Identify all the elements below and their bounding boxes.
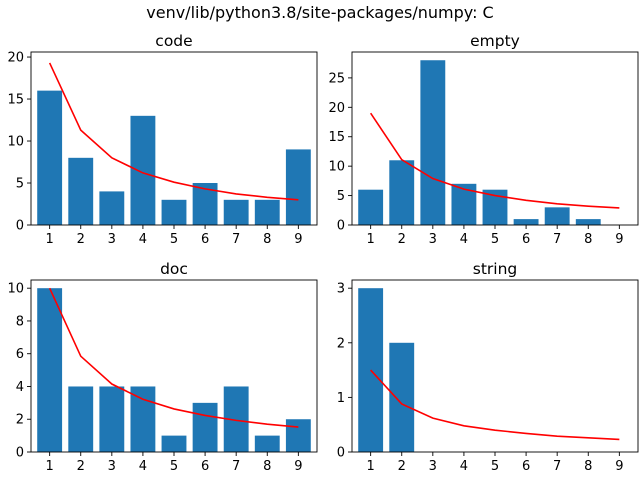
x-tick-label: 8 [263, 459, 271, 474]
bar-8 [254, 199, 280, 225]
x-tick-label: 8 [263, 232, 271, 247]
bar-4 [130, 386, 156, 452]
x-tick-label: 8 [584, 459, 592, 474]
bar-1 [358, 288, 384, 452]
x-tick-label: 2 [77, 459, 85, 474]
bar-1 [37, 288, 63, 452]
y-tick-label: 0 [16, 219, 24, 234]
x-tick-label: 1 [367, 459, 375, 474]
subplot-title: code [155, 32, 192, 50]
bar-1 [358, 189, 384, 225]
y-tick-label: 10 [7, 282, 24, 297]
x-tick-label: 3 [108, 459, 116, 474]
x-tick-label: 9 [615, 232, 623, 247]
x-tick-label: 3 [108, 232, 116, 247]
x-tick-label: 3 [429, 459, 437, 474]
x-tick-label: 5 [491, 232, 499, 247]
x-tick-label: 6 [522, 232, 530, 247]
x-tick-label: 7 [232, 459, 240, 474]
y-tick-label: 20 [7, 51, 24, 66]
bar-5 [161, 199, 187, 225]
bar-9 [285, 419, 311, 452]
bar-4 [451, 183, 477, 225]
y-tick-label: 2 [337, 336, 345, 351]
y-tick-label: 10 [328, 160, 345, 175]
y-tick-label: 20 [328, 101, 345, 116]
trend-line [370, 369, 620, 441]
bar-2 [389, 342, 415, 452]
x-tick-label: 7 [553, 232, 561, 247]
y-tick-label: 2 [16, 413, 24, 428]
x-tick-label: 2 [398, 459, 406, 474]
y-tick-label: 10 [7, 135, 24, 150]
y-tick-label: 8 [16, 314, 24, 329]
y-tick-label: 5 [16, 177, 24, 192]
x-tick-label: 3 [429, 232, 437, 247]
x-tick-label: 7 [553, 459, 561, 474]
trend-line [48, 287, 299, 428]
bar-1 [37, 90, 63, 225]
x-tick-label: 7 [232, 232, 240, 247]
bar-6 [513, 219, 539, 225]
y-tick-label: 1 [337, 391, 345, 406]
bar-3 [420, 60, 446, 225]
y-tick-label: 15 [328, 130, 345, 145]
bar-5 [161, 435, 187, 452]
subplot-string: string 1 2 3 4 5 6 7 8 9 0 1 2 3 [337, 260, 639, 474]
bar-8 [575, 219, 601, 225]
bar-2 [389, 160, 415, 225]
x-tick-label: 5 [491, 459, 499, 474]
subplot-title: doc [160, 260, 188, 278]
subplot-title: string [473, 260, 518, 278]
y-tick-label: 3 [337, 282, 345, 297]
x-tick-label: 2 [398, 232, 406, 247]
x-tick-label: 6 [201, 232, 209, 247]
bar-9 [285, 149, 311, 225]
x-tick-label: 6 [522, 459, 530, 474]
x-tick-label: 2 [77, 232, 85, 247]
x-tick-label: 4 [460, 232, 468, 247]
y-tick-label: 25 [328, 71, 345, 86]
subplot-doc: doc 1 2 3 4 5 6 7 8 9 0 2 4 6 8 10 [7, 260, 318, 474]
trend-line [48, 62, 299, 201]
y-tick-label: 6 [16, 347, 24, 362]
subplot-title: empty [470, 32, 520, 50]
bar-8 [254, 435, 280, 452]
y-tick-label: 15 [7, 93, 24, 108]
x-tick-label: 1 [367, 232, 375, 247]
x-tick-label: 9 [294, 232, 302, 247]
trend-line [369, 112, 620, 209]
bar-2 [68, 157, 94, 225]
x-tick-label: 8 [584, 232, 592, 247]
bar-7 [223, 199, 249, 225]
subplot-empty: empty 1 2 3 4 5 6 7 8 9 0 5 10 15 20 25 [328, 32, 639, 247]
bar-7 [544, 207, 570, 225]
y-tick-label: 5 [337, 189, 345, 204]
x-tick-label: 9 [615, 459, 623, 474]
x-tick-label: 4 [139, 459, 147, 474]
bar-2 [68, 386, 94, 452]
x-tick-label: 4 [139, 232, 147, 247]
x-tick-label: 9 [294, 459, 302, 474]
bar-3 [99, 191, 125, 225]
bar-3 [99, 386, 125, 452]
bar-4 [130, 115, 156, 225]
x-tick-label: 1 [46, 232, 54, 247]
y-tick-label: 0 [337, 446, 345, 461]
x-tick-label: 5 [170, 459, 178, 474]
y-tick-label: 0 [16, 446, 24, 461]
x-tick-label: 5 [170, 232, 178, 247]
y-tick-label: 4 [16, 380, 24, 395]
x-tick-label: 4 [460, 459, 468, 474]
figure-title: venv/lib/python3.8/site-packages/numpy: … [146, 3, 493, 22]
subplot-code: code 1 2 3 4 5 6 7 8 9 0 5 10 15 20 [7, 32, 318, 247]
x-tick-label: 1 [46, 459, 54, 474]
x-tick-label: 6 [201, 459, 209, 474]
y-tick-label: 0 [337, 219, 345, 234]
bar-6 [192, 402, 218, 452]
